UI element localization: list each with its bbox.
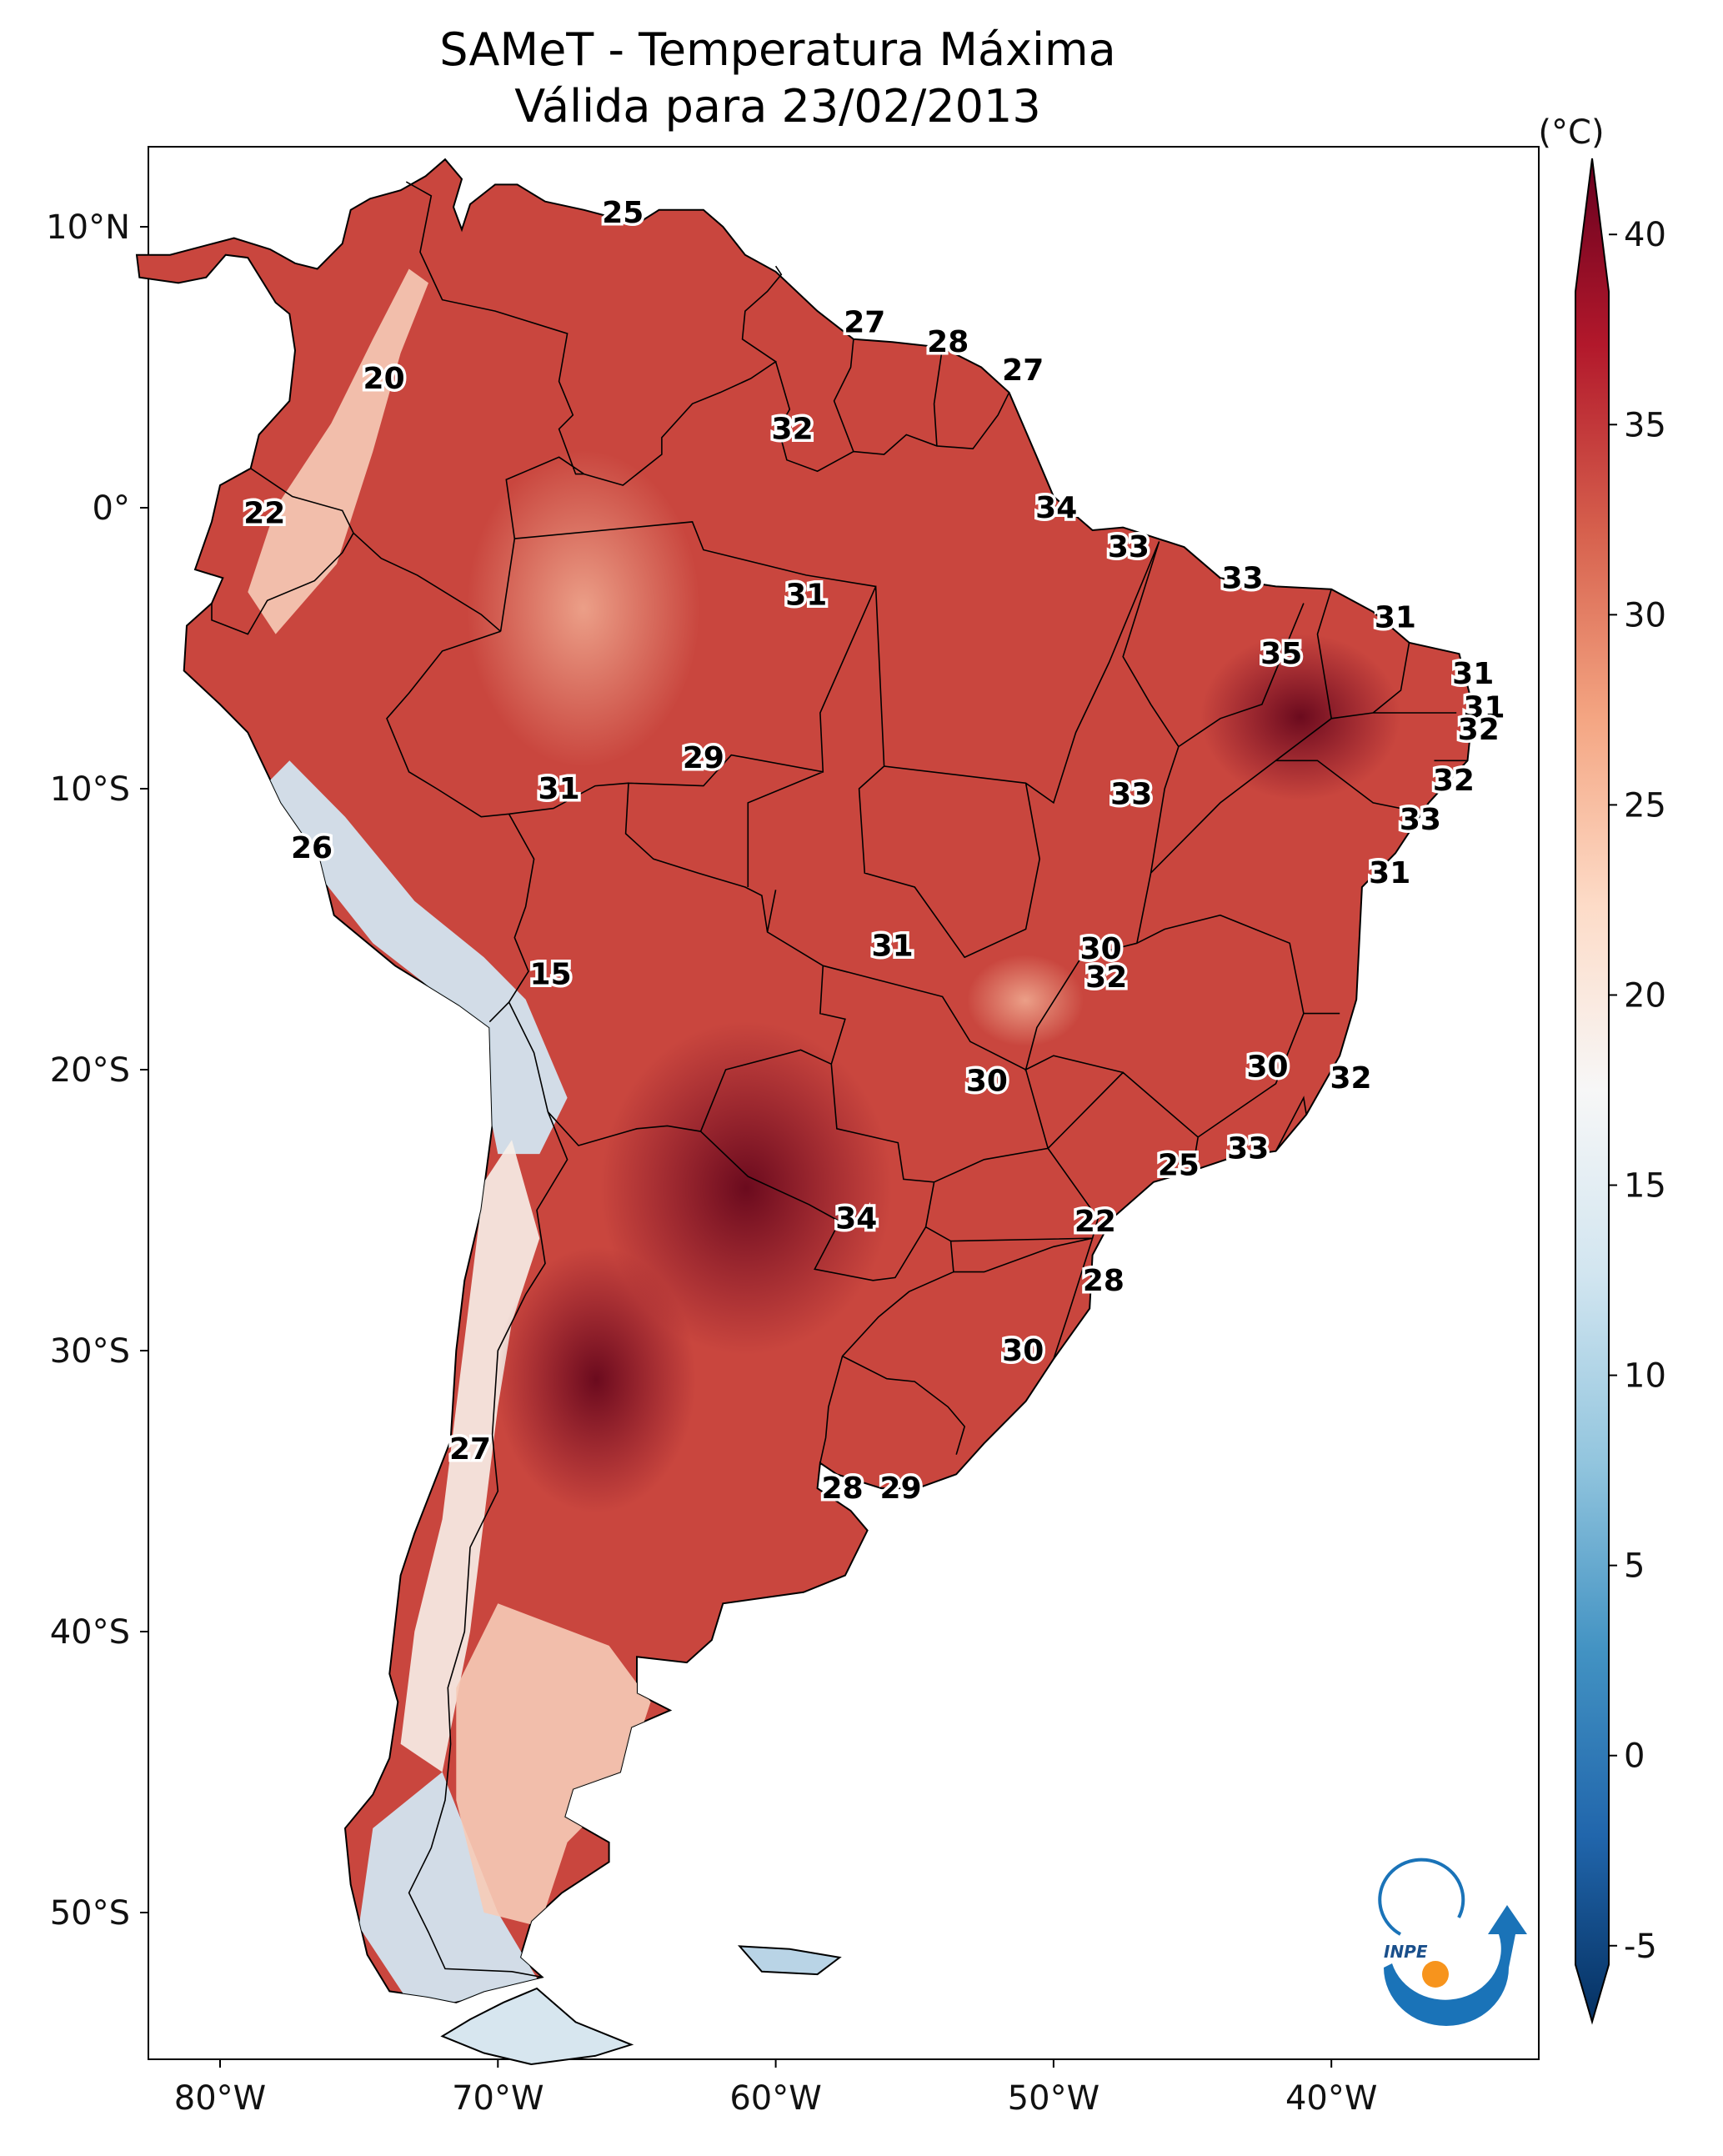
patagonia-pale <box>248 268 651 1927</box>
temperature-label: 31 <box>785 579 827 613</box>
falkland-islands <box>737 1945 842 1976</box>
temperature-label: 28 <box>927 325 969 359</box>
colorbar-tick-label: 25 <box>1624 786 1666 825</box>
country-borders <box>211 181 1468 1978</box>
chaco-hotspot <box>600 1021 892 1355</box>
map-subtitle: Válida para 23/02/2013 <box>514 80 1041 133</box>
temperature-label: 32 <box>772 413 814 447</box>
temperature-label: 29 <box>683 741 724 775</box>
temperature-label: 32 <box>1433 764 1475 798</box>
colorbar-tick-label: 40 <box>1624 216 1666 254</box>
colorbar-tick-label: 0 <box>1624 1737 1645 1776</box>
lat-tick-label: 10°N <box>46 208 130 247</box>
continent-land <box>135 158 1475 2066</box>
argentina-hotspot <box>496 1246 696 1513</box>
colorbar-unit: (°C) <box>1538 113 1604 152</box>
temperature-label: 33 <box>1110 778 1152 812</box>
temperature-label: 25 <box>1158 1149 1200 1183</box>
temperature-label: 22 <box>243 497 285 531</box>
temperature-label: 22 <box>1074 1205 1116 1239</box>
temperature-label: 33 <box>1400 803 1441 837</box>
temperature-label: 33 <box>1227 1131 1269 1166</box>
tierra-del-fuego <box>440 1987 634 2066</box>
temperature-label: 32 <box>1458 713 1500 747</box>
lon-tick-label: 60°W <box>729 2079 821 2118</box>
logo-text: INPE <box>1384 1942 1428 1962</box>
lat-tick-label: 30°S <box>50 1332 130 1371</box>
temperature-label: 29 <box>880 1472 922 1506</box>
amazon-warm <box>467 450 700 767</box>
colorbar-tick-label: 10 <box>1624 1357 1666 1396</box>
lat-tick-label: 20°S <box>50 1051 130 1090</box>
colorbar-ticks: 40 35 30 25 20 15 10 5 0 -5 <box>1609 216 1666 1966</box>
lon-tick-label: 40°W <box>1285 2079 1377 2118</box>
longitude-ticks: 80°W 70°W 60°W 50°W 40°W <box>174 2059 1377 2118</box>
lon-tick-label: 80°W <box>174 2079 266 2118</box>
lat-tick-label: 40°S <box>50 1613 130 1652</box>
temperature-label: 28 <box>1083 1264 1124 1298</box>
temperature-label: 30 <box>1246 1050 1288 1085</box>
colorbar-bar <box>1575 158 1610 2025</box>
lon-tick-label: 70°W <box>452 2079 543 2118</box>
colorbar-tick-label: 30 <box>1624 596 1666 634</box>
logo-swoosh-icon <box>1384 1905 1527 2026</box>
temperature-label: 34 <box>1035 491 1077 525</box>
colorbar-tick-label: -5 <box>1624 1928 1657 1966</box>
temperature-shading <box>248 268 1400 2011</box>
temperature-label: 25 <box>602 196 644 230</box>
temperature-label: 31 <box>538 772 580 806</box>
temperature-label: 31 <box>872 930 914 964</box>
temperature-label: 34 <box>835 1202 877 1236</box>
temperature-label: 27 <box>844 306 885 340</box>
temperature-label: 31 <box>1375 600 1416 634</box>
temperature-label: 31 <box>1463 690 1505 725</box>
temperature-label: 33 <box>1221 561 1263 595</box>
temperature-label: 30 <box>1002 1334 1044 1368</box>
temperature-label: 35 <box>1260 637 1302 671</box>
lat-tick-label: 10°S <box>50 770 130 809</box>
colorbar-tick-label: 35 <box>1624 406 1666 444</box>
temperature-label: 30 <box>1080 932 1122 966</box>
temperature-label: 33 <box>1108 530 1150 564</box>
temperature-label: 20 <box>363 362 405 396</box>
logo-ring-icon <box>1378 1858 1465 1936</box>
map-title: SAMeT - Temperatura Máxima <box>439 23 1116 76</box>
colorbar-tick-label: 15 <box>1624 1167 1666 1206</box>
temperature-label: 15 <box>530 957 572 991</box>
temperature-label: 27 <box>1002 353 1044 388</box>
temperature-label: 26 <box>291 831 333 865</box>
temperature-label: 31 <box>1452 657 1494 691</box>
colorbar: (°C) 40 35 30 25 20 15 10 5 0 -5 <box>1538 113 1666 2025</box>
andes-white-band <box>400 1140 540 1772</box>
lat-tick-label: 50°S <box>50 1894 130 1933</box>
temperature-label: 27 <box>449 1432 491 1467</box>
temperature-label: 32 <box>1085 960 1127 995</box>
colorbar-tick-label: 20 <box>1624 976 1666 1015</box>
temperature-label: 32 <box>1330 1061 1371 1096</box>
goias-warm <box>967 955 1084 1046</box>
logo-sun-icon <box>1422 1961 1449 1988</box>
temperature-label: 31 <box>1369 856 1410 890</box>
latitude-ticks: 10°N 0° 10°S 20°S 30°S 40°S 50°S <box>46 208 148 1933</box>
andes-cold-band <box>262 760 568 2011</box>
northeast-hotspot <box>1200 634 1400 800</box>
temperature-label: 28 <box>822 1472 864 1506</box>
lat-tick-label: 0° <box>93 489 130 528</box>
colorbar-tick-label: 5 <box>1624 1547 1645 1586</box>
inpe-logo: INPE <box>1378 1858 1527 2026</box>
temperature-label: 30 <box>966 1065 1008 1099</box>
lon-tick-label: 50°W <box>1008 2079 1099 2118</box>
